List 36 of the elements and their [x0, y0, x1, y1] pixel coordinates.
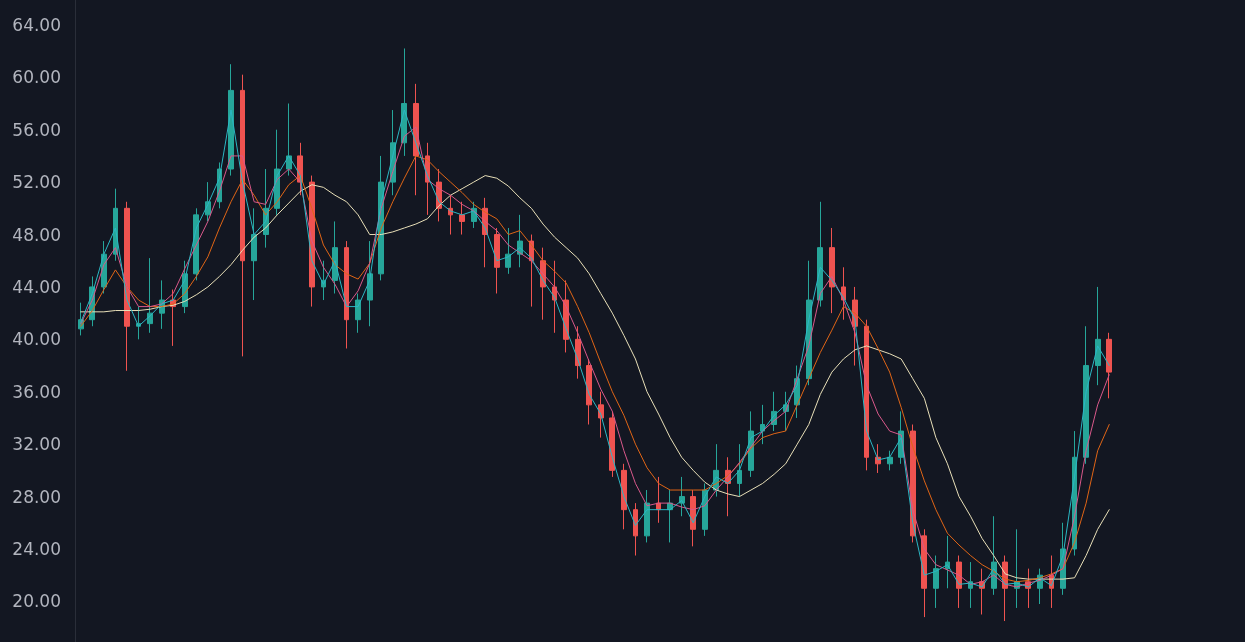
- y-tick-label: 28.00: [12, 486, 61, 507]
- y-tick-label: 36.00: [12, 381, 61, 402]
- y-tick-label: 20.00: [12, 591, 61, 612]
- y-tick-label: 52.00: [12, 172, 61, 193]
- candlestick: [829, 227, 835, 314]
- y-tick-label: 48.00: [12, 224, 61, 245]
- candlestick: [355, 292, 361, 334]
- candlestick: [505, 227, 511, 275]
- candlestick: [147, 257, 153, 334]
- y-tick-label: 40.00: [12, 329, 61, 350]
- candlestick: [240, 74, 245, 357]
- candlestick: [1106, 332, 1112, 399]
- candlestick: [344, 240, 349, 350]
- candlestick: [633, 502, 638, 557]
- y-tick-label: 24.00: [12, 538, 61, 559]
- y-tick-label: 60.00: [12, 67, 61, 88]
- candlestick: [737, 443, 742, 498]
- candlestick: [367, 240, 373, 327]
- candlestick: [286, 103, 292, 177]
- candlestick: [644, 489, 650, 543]
- candlestick: [1095, 286, 1101, 386]
- candlestick: [760, 404, 765, 445]
- candlestick: [124, 201, 130, 372]
- candlestick: [598, 391, 604, 439]
- y-tick-label: 56.00: [12, 119, 61, 140]
- candlestick: [621, 463, 627, 530]
- candlestick: [251, 207, 257, 301]
- y-tick-label: 44.00: [12, 276, 61, 297]
- candlestick: [933, 555, 939, 609]
- candlestick: [679, 476, 685, 517]
- y-tick-label: 32.00: [12, 434, 61, 455]
- candlestick: [459, 201, 465, 236]
- candlestick: [448, 194, 453, 236]
- y-tick-label: 64.00: [12, 14, 61, 35]
- candlestick: [494, 227, 500, 294]
- candlestick: [887, 450, 893, 471]
